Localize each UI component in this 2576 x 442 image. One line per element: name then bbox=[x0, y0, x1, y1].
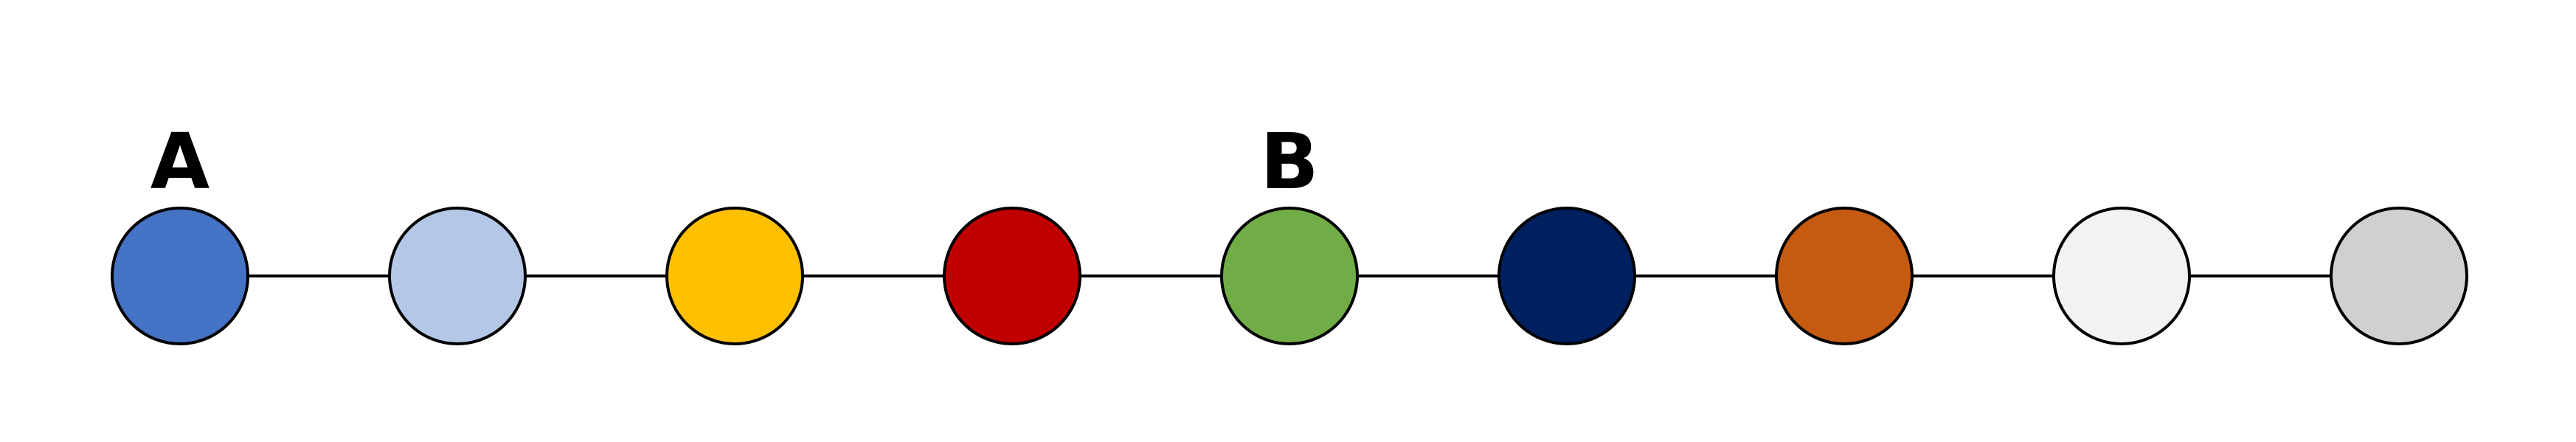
node-6 bbox=[1498, 207, 1636, 345]
node-1 bbox=[111, 207, 249, 345]
node-5 bbox=[1220, 207, 1359, 345]
node-3 bbox=[665, 207, 804, 345]
node-8 bbox=[2052, 207, 2191, 345]
node-9 bbox=[2330, 207, 2468, 345]
nodes bbox=[111, 207, 2468, 345]
node-label-a: A bbox=[150, 117, 210, 207]
node-4 bbox=[943, 207, 1081, 345]
node-label-b: B bbox=[1260, 117, 1318, 207]
node-7 bbox=[1775, 207, 1914, 345]
node-2 bbox=[388, 207, 527, 345]
